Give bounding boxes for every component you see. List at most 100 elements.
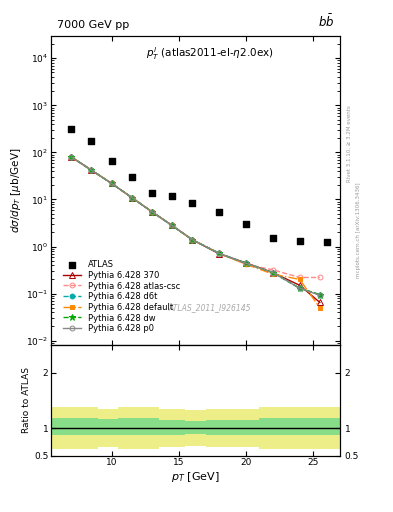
Pythia 6.428 atlas-csc <box>217 250 221 257</box>
Line: Pythia 6.428 default: Pythia 6.428 default <box>69 155 322 310</box>
Text: 7000 GeV pp: 7000 GeV pp <box>57 19 129 30</box>
Pythia 6.428 atlas-csc <box>149 208 154 215</box>
Pythia 6.428 p0 <box>129 195 134 201</box>
Y-axis label: Ratio to ATLAS: Ratio to ATLAS <box>22 368 31 434</box>
Pythia 6.428 370 <box>217 251 221 257</box>
Pythia 6.428 dw <box>89 167 94 173</box>
Pythia 6.428 dw <box>109 180 114 186</box>
Line: Pythia 6.428 370: Pythia 6.428 370 <box>68 154 323 305</box>
Pythia 6.428 d6t <box>217 250 221 257</box>
Pythia 6.428 p0 <box>318 292 322 298</box>
Pythia 6.428 370 <box>297 282 302 288</box>
ATLAS <box>323 238 330 246</box>
Pythia 6.428 p0 <box>244 260 248 266</box>
Pythia 6.428 default <box>190 237 195 243</box>
Pythia 6.428 p0 <box>109 180 114 186</box>
Text: ATLAS_2011_I926145: ATLAS_2011_I926145 <box>169 304 251 312</box>
Pythia 6.428 p0 <box>270 269 275 275</box>
Pythia 6.428 dw <box>244 260 248 266</box>
Pythia 6.428 d6t <box>270 269 275 275</box>
Pythia 6.428 dw <box>170 222 174 228</box>
Line: Pythia 6.428 dw: Pythia 6.428 dw <box>68 154 323 298</box>
Pythia 6.428 p0 <box>89 167 94 173</box>
Pythia 6.428 p0 <box>149 208 154 215</box>
Text: $p_T^l$ (atlas2011-el-$\eta$2.0ex): $p_T^l$ (atlas2011-el-$\eta$2.0ex) <box>146 45 274 62</box>
Pythia 6.428 370 <box>270 269 275 275</box>
Line: Pythia 6.428 p0: Pythia 6.428 p0 <box>69 155 322 297</box>
Pythia 6.428 default <box>109 180 114 186</box>
Text: $b\bar{b}$: $b\bar{b}$ <box>318 13 334 30</box>
Pythia 6.428 370 <box>149 208 154 215</box>
Pythia 6.428 370 <box>89 167 94 173</box>
Y-axis label: $d\sigma/dp_T$ [$\mu$b/GeV]: $d\sigma/dp_T$ [$\mu$b/GeV] <box>9 148 23 233</box>
Pythia 6.428 default <box>297 276 302 283</box>
Pythia 6.428 d6t <box>297 285 302 291</box>
ATLAS <box>88 137 95 145</box>
Pythia 6.428 p0 <box>297 285 302 291</box>
Pythia 6.428 dw <box>217 250 221 257</box>
Line: Pythia 6.428 d6t: Pythia 6.428 d6t <box>69 155 322 297</box>
ATLAS <box>149 188 155 197</box>
Pythia 6.428 p0 <box>170 222 174 228</box>
Pythia 6.428 p0 <box>190 237 195 243</box>
Pythia 6.428 default <box>217 250 221 257</box>
Text: mcplots.cern.ch [arXiv:1306.3436]: mcplots.cern.ch [arXiv:1306.3436] <box>356 183 361 278</box>
Text: Rivet 3.1.10, ≥ 3.2M events: Rivet 3.1.10, ≥ 3.2M events <box>347 105 352 182</box>
Pythia 6.428 dw <box>318 291 322 297</box>
Pythia 6.428 370 <box>190 237 195 243</box>
Pythia 6.428 default <box>170 222 174 228</box>
ATLAS <box>169 191 175 200</box>
Pythia 6.428 dw <box>69 154 73 160</box>
Pythia 6.428 370 <box>170 222 174 228</box>
Pythia 6.428 default <box>244 261 248 267</box>
Pythia 6.428 default <box>89 167 94 173</box>
Pythia 6.428 atlas-csc <box>109 180 114 186</box>
ATLAS <box>68 124 74 133</box>
Line: Pythia 6.428 atlas-csc: Pythia 6.428 atlas-csc <box>69 155 322 280</box>
ATLAS <box>216 207 222 216</box>
ATLAS <box>129 173 135 181</box>
Pythia 6.428 atlas-csc <box>190 237 195 243</box>
Pythia 6.428 370 <box>109 180 114 186</box>
ATLAS <box>108 157 115 165</box>
Pythia 6.428 default <box>149 208 154 215</box>
ATLAS <box>189 199 195 207</box>
Pythia 6.428 default <box>270 271 275 277</box>
Pythia 6.428 atlas-csc <box>244 261 248 267</box>
Pythia 6.428 dw <box>129 195 134 201</box>
Legend: ATLAS, Pythia 6.428 370, Pythia 6.428 atlas-csc, Pythia 6.428 d6t, Pythia 6.428 : ATLAS, Pythia 6.428 370, Pythia 6.428 at… <box>61 259 182 335</box>
ATLAS <box>296 237 303 245</box>
Pythia 6.428 370 <box>69 154 73 160</box>
Pythia 6.428 dw <box>270 269 275 275</box>
ATLAS <box>270 234 276 242</box>
Pythia 6.428 atlas-csc <box>297 274 302 281</box>
Pythia 6.428 d6t <box>318 291 322 297</box>
Pythia 6.428 d6t <box>89 167 94 173</box>
Pythia 6.428 d6t <box>69 154 73 160</box>
Pythia 6.428 atlas-csc <box>170 222 174 228</box>
Pythia 6.428 atlas-csc <box>318 274 322 281</box>
Pythia 6.428 dw <box>190 237 195 243</box>
Pythia 6.428 default <box>129 195 134 201</box>
Pythia 6.428 dw <box>149 208 154 215</box>
Pythia 6.428 atlas-csc <box>270 267 275 273</box>
Pythia 6.428 atlas-csc <box>129 195 134 201</box>
X-axis label: $p_T$ [GeV]: $p_T$ [GeV] <box>171 470 220 484</box>
Pythia 6.428 p0 <box>217 250 221 257</box>
Pythia 6.428 d6t <box>170 222 174 228</box>
ATLAS <box>243 220 249 228</box>
Pythia 6.428 d6t <box>109 180 114 186</box>
Pythia 6.428 atlas-csc <box>89 167 94 173</box>
Pythia 6.428 atlas-csc <box>69 154 73 160</box>
Pythia 6.428 370 <box>244 260 248 266</box>
Pythia 6.428 d6t <box>129 195 134 201</box>
Pythia 6.428 d6t <box>244 260 248 266</box>
Pythia 6.428 370 <box>318 300 322 306</box>
Pythia 6.428 default <box>69 154 73 160</box>
Pythia 6.428 dw <box>297 285 302 291</box>
Pythia 6.428 370 <box>129 195 134 201</box>
Pythia 6.428 default <box>318 305 322 311</box>
Pythia 6.428 d6t <box>149 208 154 215</box>
Pythia 6.428 d6t <box>190 237 195 243</box>
Pythia 6.428 p0 <box>69 154 73 160</box>
